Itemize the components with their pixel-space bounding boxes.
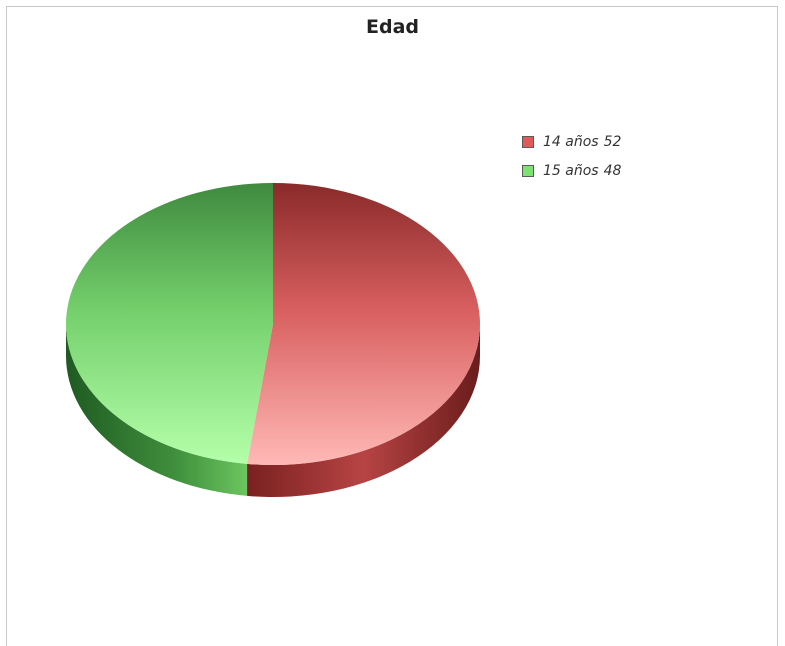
legend-label: 14 años 52: [543, 133, 622, 150]
pie-slice-0[interactable]: [247, 183, 480, 465]
legend-swatch: [522, 164, 534, 177]
legend-label: 15 años 48: [543, 162, 622, 179]
legend: 14 años 52 15 años 48: [522, 127, 621, 185]
legend-item-14-anos[interactable]: 14 años 52: [522, 127, 621, 156]
chart-title: Edad: [365, 16, 419, 38]
pie-slice-1[interactable]: [65, 183, 274, 464]
pie-slice-side-0: [247, 324, 480, 498]
pie-tops: [65, 183, 480, 465]
pie-sides: [66, 324, 480, 498]
legend-swatch: [522, 135, 534, 148]
legend-item-15-anos[interactable]: 15 años 48: [522, 156, 621, 185]
pie-slice-side-1: [66, 324, 248, 496]
